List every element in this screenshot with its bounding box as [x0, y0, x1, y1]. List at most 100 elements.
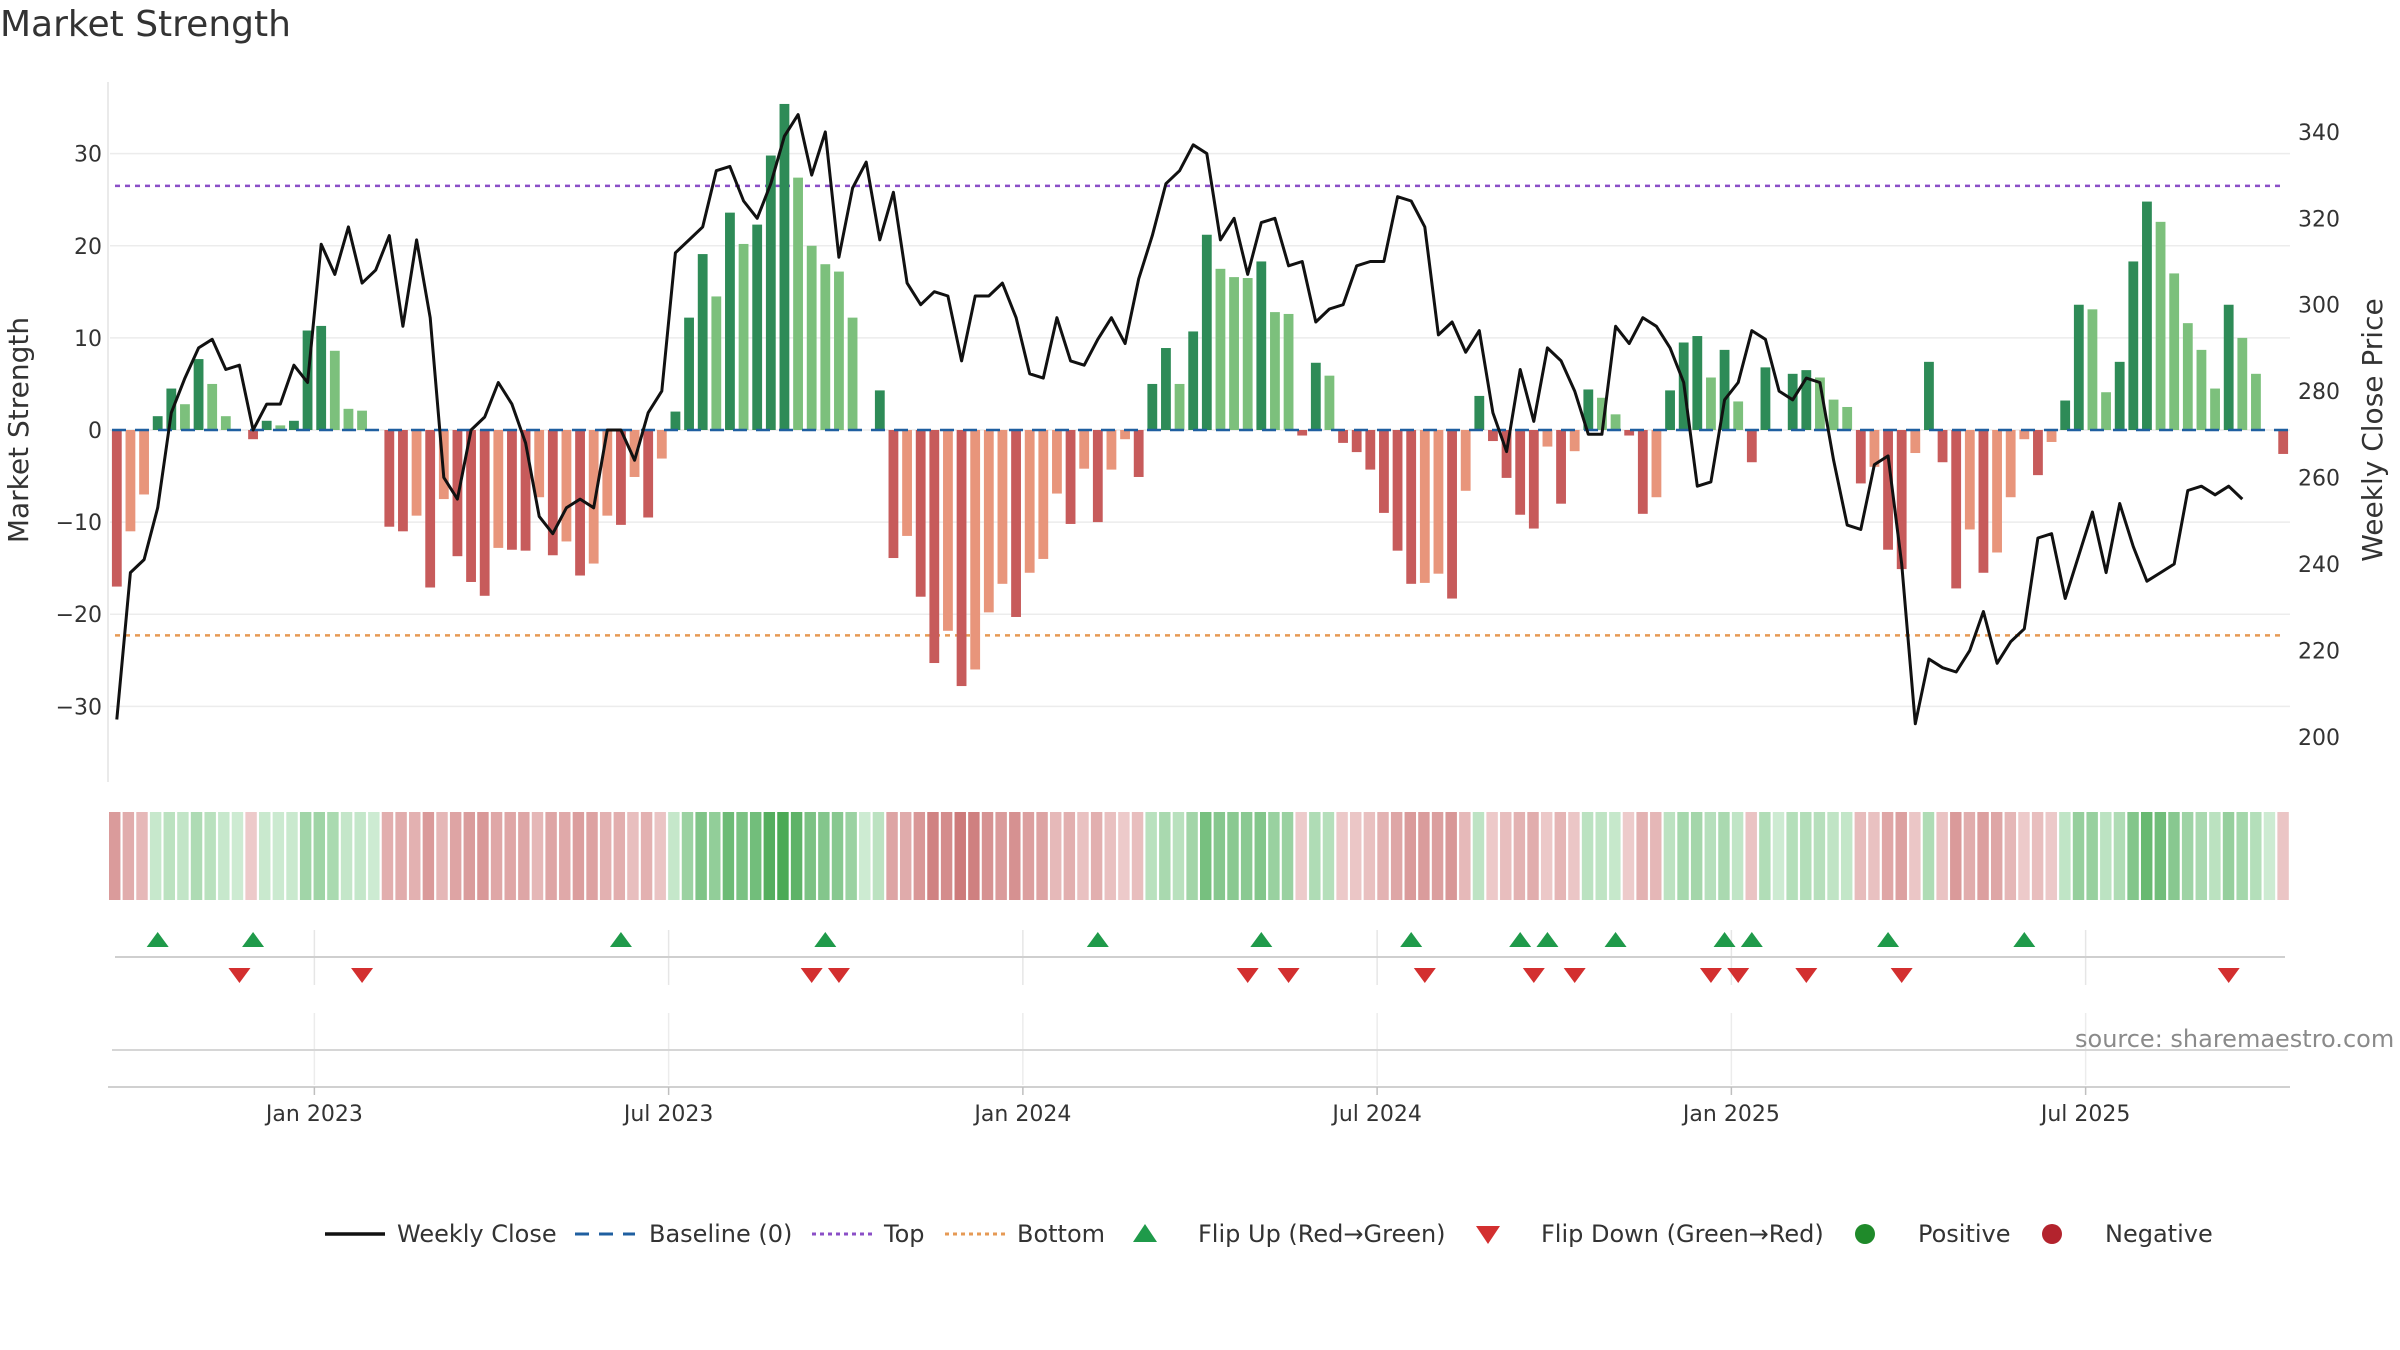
- legend-label: Flip Up (Red→Green): [1198, 1220, 1446, 1248]
- strength-bar: [2196, 349, 2207, 430]
- heat-cell: [2181, 812, 2194, 900]
- heat-cell: [518, 812, 530, 900]
- heat-cell: [1595, 812, 1607, 900]
- strength-bar: [384, 430, 395, 527]
- strength-bar: [1474, 395, 1485, 430]
- strength-bar: [534, 430, 545, 498]
- strength-bar: [493, 430, 504, 548]
- flip-down-marker: [1236, 968, 1259, 983]
- strength-bar: [983, 430, 994, 613]
- strength-bar: [1665, 390, 1675, 430]
- legend-item: Baseline (0): [575, 1220, 792, 1248]
- strength-bar: [1501, 430, 1512, 478]
- heat-cell: [1609, 812, 1621, 900]
- strength-bar: [220, 416, 231, 430]
- heat-cell: [163, 812, 175, 900]
- strength-bar: [1719, 349, 1730, 430]
- heat-cell: [1322, 812, 1335, 900]
- heat-cell: [1786, 812, 1798, 900]
- heat-cell: [368, 812, 380, 900]
- heat-cell: [2222, 812, 2235, 900]
- axes: 30 20 10 0 −10 −20 −30 340 320 300 280 260 240 220 200…: [2, 82, 2389, 782]
- strength-bar: [1992, 430, 2002, 553]
- strength-bar: [1624, 430, 1635, 436]
- strength-bar: [1869, 430, 1880, 467]
- strength-bar: [1951, 430, 1962, 589]
- heat-cell: [709, 812, 721, 900]
- strength-bar: [929, 430, 940, 664]
- strength-bar: [1419, 430, 1430, 583]
- y2-tick-label: 240: [2298, 553, 2340, 578]
- heat-cell: [1022, 812, 1035, 900]
- heat-cell: [1431, 812, 1444, 900]
- strength-bar: [2005, 430, 2016, 498]
- strength-bar: [507, 430, 517, 550]
- legend-item: Positive: [1855, 1220, 2011, 1248]
- legend-label: Negative: [2105, 1220, 2213, 1248]
- strength-bar: [1760, 367, 1771, 430]
- heat-cell: [1063, 812, 1076, 900]
- strength-bar: [656, 430, 667, 459]
- heat-cell: [1827, 812, 1839, 900]
- heat-cell: [1268, 812, 1280, 900]
- heat-cell: [831, 812, 844, 900]
- heat-cell: [681, 812, 694, 900]
- heat-cell: [286, 812, 298, 900]
- heat-cell: [1336, 812, 1348, 900]
- heat-cell: [586, 812, 598, 900]
- heat-cell: [1295, 812, 1307, 900]
- heat-cell: [2004, 812, 2017, 900]
- heat-cell: [1104, 812, 1116, 900]
- strength-bar: [915, 430, 926, 597]
- strength-bar: [588, 430, 599, 564]
- strength-bar: [1447, 430, 1457, 599]
- heat-cell: [531, 812, 544, 900]
- heat-cell: [613, 812, 626, 900]
- heat-cell: [804, 812, 816, 900]
- strength-bar: [752, 224, 763, 430]
- flip-down-marker: [800, 968, 823, 983]
- strength-bar: [1910, 430, 1921, 454]
- strength-bar: [1229, 277, 1239, 430]
- heat-cell: [1227, 812, 1239, 900]
- heat-cell: [231, 812, 244, 900]
- strength-bar: [602, 430, 613, 516]
- heat-cell: [149, 812, 162, 900]
- strength-bar: [425, 430, 436, 588]
- heat-cell: [1650, 812, 1662, 900]
- strength-bar: [1297, 430, 1308, 436]
- flip-up-marker: [1604, 932, 1627, 947]
- heat-cell: [1772, 812, 1785, 900]
- flip-down-marker: [1277, 968, 1300, 983]
- strength-bar: [1392, 430, 1403, 551]
- y2-tick-label: 280: [2298, 380, 2340, 405]
- flip-down-marker: [228, 968, 251, 983]
- heat-cell: [968, 812, 980, 900]
- heat-cell: [572, 812, 585, 900]
- flip-down-marker: [1890, 968, 1913, 983]
- heat-cell: [1881, 812, 1894, 900]
- heat-cell: [1118, 812, 1130, 900]
- strength-bar: [2251, 373, 2261, 430]
- x-tick-label: Jan 2023: [264, 1102, 363, 1127]
- strength-bar: [520, 430, 531, 551]
- heat-cell: [818, 812, 830, 900]
- strength-bar: [2223, 304, 2234, 430]
- heat-cell: [122, 812, 135, 900]
- legend-label: Baseline (0): [649, 1220, 792, 1248]
- legend-swatch-flip-down: [1476, 1226, 1500, 1244]
- heat-cell: [1363, 812, 1376, 900]
- legend-label: Bottom: [1017, 1220, 1105, 1248]
- heat-cell: [640, 812, 653, 900]
- strength-bar: [806, 245, 817, 430]
- strength-bar: [1379, 430, 1389, 513]
- heat-cell: [790, 812, 803, 900]
- flip-down-marker: [1699, 968, 1722, 983]
- flip-down-marker: [1795, 968, 1818, 983]
- strength-bar: [1651, 430, 1662, 498]
- flip-up-marker: [1877, 932, 1900, 947]
- heat-cell: [2154, 812, 2167, 900]
- flip-down-marker: [827, 968, 850, 983]
- heat-cell: [1759, 812, 1771, 900]
- strength-bar: [1964, 430, 1975, 530]
